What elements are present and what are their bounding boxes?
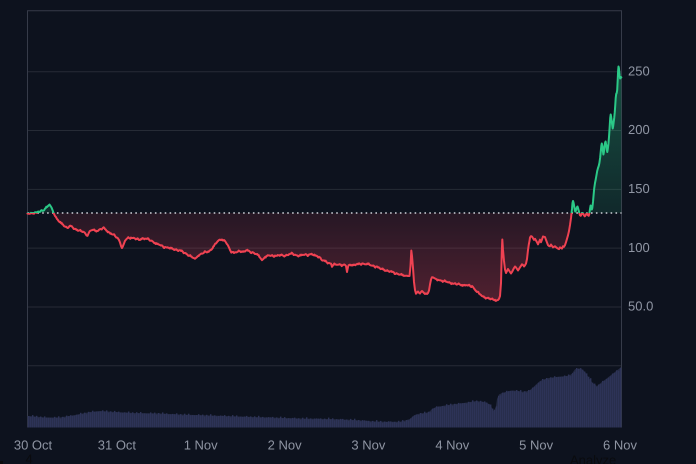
svg-text:50.0: 50.0 [628,299,653,314]
svg-text:2 Nov: 2 Nov [268,438,302,453]
svg-text:31 Oct: 31 Oct [98,438,137,453]
svg-text:1 Nov: 1 Nov [184,438,218,453]
svg-text:Analyze: Analyze [570,453,616,464]
svg-text:150: 150 [628,181,650,196]
svg-text:3 Nov: 3 Nov [351,438,385,453]
svg-text:30 Oct: 30 Oct [14,438,53,453]
svg-text:5 Nov: 5 Nov [519,438,553,453]
svg-text:250: 250 [628,63,650,78]
svg-text:200: 200 [628,122,650,137]
svg-text:6 Nov: 6 Nov [603,438,637,453]
svg-text:4 Nov: 4 Nov [435,438,469,453]
svg-text:4: 4 [26,452,33,464]
svg-text:100: 100 [628,240,650,255]
